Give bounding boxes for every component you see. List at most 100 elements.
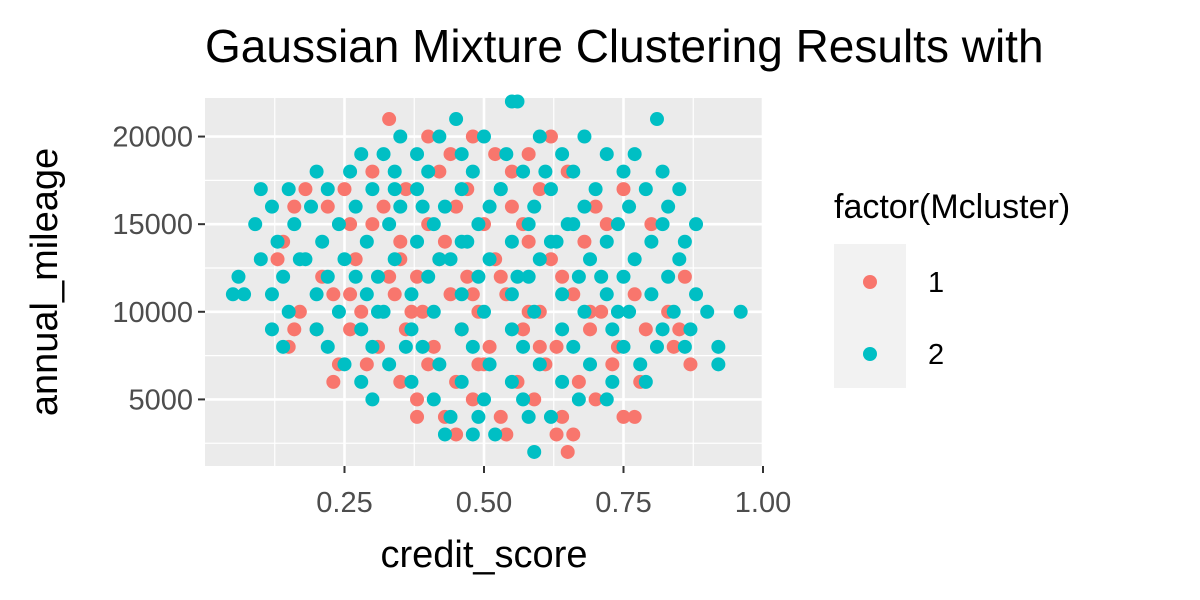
- data-point-cluster-1: [404, 304, 419, 319]
- data-point-cluster-2: [426, 304, 441, 319]
- x-tick-label: 0.50: [456, 487, 512, 519]
- x-tick-label: 0.75: [595, 487, 651, 519]
- data-point-cluster-1: [504, 164, 519, 179]
- data-point-cluster-1: [365, 217, 380, 232]
- data-point-cluster-1: [543, 252, 558, 267]
- data-point-cluster-2: [655, 322, 670, 337]
- data-point-cluster-2: [543, 409, 558, 424]
- data-point-cluster-1: [432, 164, 447, 179]
- data-point-cluster-1: [516, 322, 531, 337]
- data-point-cluster-2: [588, 182, 603, 197]
- data-point-cluster-2: [532, 129, 547, 144]
- data-point-cluster-2: [443, 252, 458, 267]
- data-point-cluster-1: [382, 269, 397, 284]
- data-point-cluster-2: [627, 252, 642, 267]
- data-point-cluster-1: [521, 234, 536, 249]
- data-point-cluster-2: [264, 287, 279, 302]
- data-point-cluster-2: [331, 217, 346, 232]
- data-point-cluster-1: [532, 339, 547, 354]
- data-point-cluster-2: [599, 147, 614, 162]
- data-point-cluster-1: [482, 339, 497, 354]
- data-point-cluster-2: [477, 392, 491, 407]
- data-point-cluster-1: [393, 374, 408, 389]
- data-point-cluster-2: [331, 304, 346, 319]
- data-point-cluster-2: [426, 217, 441, 232]
- data-point-cluster-1: [465, 287, 480, 302]
- data-point-cluster-2: [454, 374, 469, 389]
- data-point-cluster-2: [281, 304, 296, 319]
- data-point-cluster-2: [454, 147, 469, 162]
- data-point-cluster-1: [499, 427, 514, 442]
- legend-key-background: [834, 244, 906, 388]
- data-point-cluster-1: [571, 374, 586, 389]
- data-point-cluster-2: [309, 322, 324, 337]
- data-point-cluster-2: [638, 374, 653, 389]
- data-point-cluster-2: [477, 304, 491, 319]
- data-point-cluster-2: [616, 269, 631, 284]
- data-point-cluster-2: [633, 357, 648, 372]
- data-point-cluster-1: [326, 374, 341, 389]
- data-point-cluster-1: [627, 287, 642, 302]
- data-point-cluster-1: [326, 287, 341, 302]
- data-point-cluster-2: [387, 182, 402, 197]
- y-tick-label: 20000: [112, 122, 193, 154]
- data-point-cluster-2: [477, 129, 491, 144]
- data-point-cluster-2: [649, 112, 664, 127]
- data-point-cluster-2: [566, 164, 581, 179]
- data-point-cluster-1: [521, 147, 536, 162]
- data-point-cluster-1: [410, 269, 425, 284]
- legend-label-cluster-2: 2: [928, 339, 944, 371]
- data-point-cluster-2: [689, 217, 704, 232]
- legend-key-cluster-2: [863, 347, 877, 361]
- data-point-cluster-2: [354, 322, 369, 337]
- data-point-cluster-1: [415, 304, 430, 319]
- data-point-cluster-2: [398, 339, 413, 354]
- data-point-cluster-2: [359, 287, 374, 302]
- data-point-cluster-2: [320, 182, 335, 197]
- data-point-cluster-2: [672, 182, 687, 197]
- data-point-cluster-1: [398, 182, 413, 197]
- data-point-cluster-1: [560, 444, 575, 459]
- data-point-cluster-2: [237, 287, 252, 302]
- data-point-cluster-2: [504, 234, 519, 249]
- data-point-cluster-1: [343, 217, 358, 232]
- data-point-cluster-1: [594, 304, 609, 319]
- data-point-cluster-2: [320, 269, 335, 284]
- data-point-cluster-2: [655, 217, 670, 232]
- data-point-cluster-2: [382, 357, 397, 372]
- data-point-cluster-2: [649, 339, 664, 354]
- data-point-cluster-2: [527, 304, 542, 319]
- data-point-cluster-2: [454, 322, 469, 337]
- legend-items: 12: [863, 267, 944, 371]
- data-point-cluster-2: [365, 392, 380, 407]
- data-point-cluster-2: [683, 322, 698, 337]
- data-point-cluster-2: [248, 217, 263, 232]
- data-point-cluster-2: [443, 409, 458, 424]
- data-point-cluster-1: [287, 322, 302, 337]
- data-point-cluster-2: [499, 147, 514, 162]
- data-point-cluster-2: [354, 147, 369, 162]
- data-point-cluster-2: [599, 392, 614, 407]
- data-point-cluster-2: [387, 252, 402, 267]
- data-point-cluster-1: [426, 339, 441, 354]
- data-point-cluster-1: [382, 112, 397, 127]
- data-point-cluster-2: [471, 217, 486, 232]
- data-point-cluster-2: [482, 199, 497, 214]
- data-point-cluster-2: [410, 234, 425, 249]
- data-point-cluster-1: [599, 217, 614, 232]
- data-point-cluster-1: [493, 409, 508, 424]
- data-point-cluster-1: [449, 427, 464, 442]
- data-point-cluster-2: [421, 269, 436, 284]
- data-point-cluster-1: [410, 392, 425, 407]
- data-point-cluster-2: [454, 287, 469, 302]
- data-point-cluster-1: [387, 287, 402, 302]
- data-point-cluster-2: [465, 164, 480, 179]
- data-point-cluster-1: [549, 339, 564, 354]
- data-point-cluster-2: [644, 287, 659, 302]
- data-point-cluster-2: [577, 129, 592, 144]
- data-point-cluster-1: [465, 392, 480, 407]
- data-point-cluster-1: [588, 199, 603, 214]
- data-point-cluster-2: [410, 182, 425, 197]
- data-point-cluster-2: [583, 252, 598, 267]
